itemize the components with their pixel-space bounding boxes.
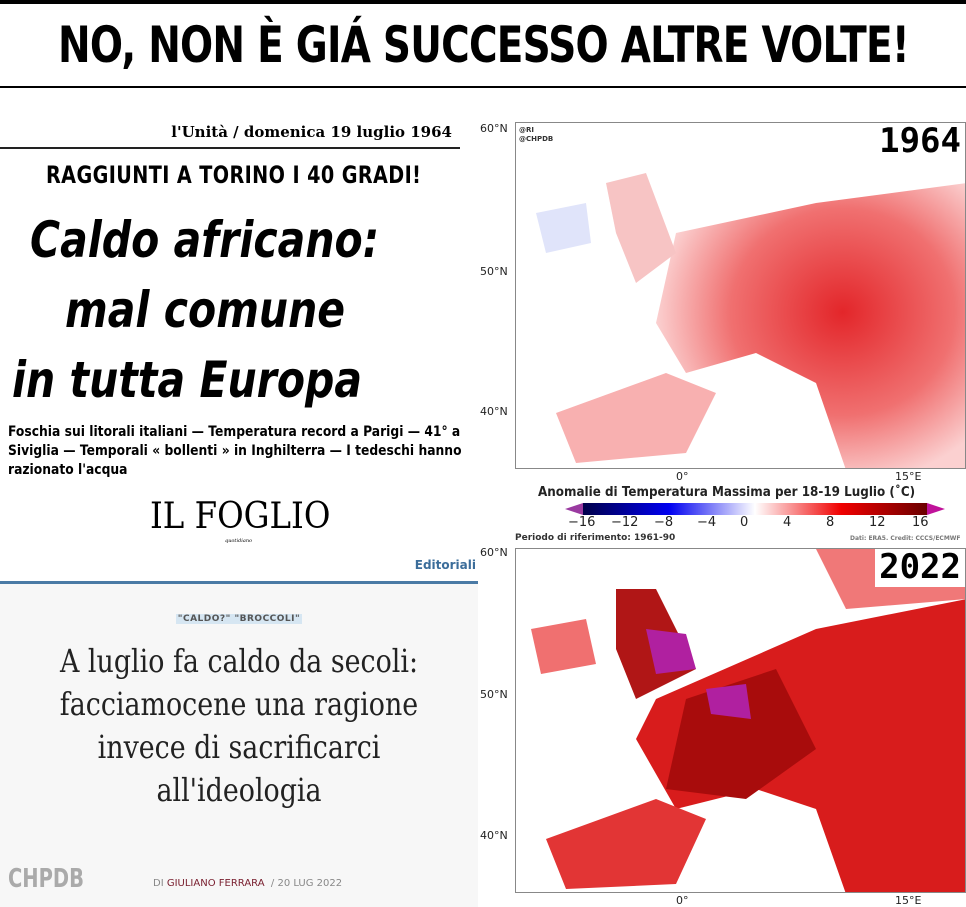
- colorbar-tick: −4: [697, 515, 717, 530]
- colorbar-tick: 0: [740, 515, 749, 530]
- newspaper-clipping-1964: l'Unità / domenica 19 luglio 1964 RAGGIU…: [0, 95, 480, 545]
- iberia-land: [546, 799, 706, 889]
- byline: DI GIULIANO FERRARA / 20 LUG 2022: [153, 878, 343, 889]
- continent-land: [656, 183, 965, 468]
- watermark: CHPDB: [8, 864, 84, 894]
- il-foglio-logo: IL FOGLIO: [150, 496, 331, 537]
- lat-label: 50°N: [480, 688, 508, 701]
- colorbar: [565, 503, 945, 515]
- ireland-land: [531, 619, 596, 674]
- colorbar-min-arrow: [565, 503, 583, 515]
- lon-label: 0°: [676, 470, 689, 483]
- deck: Foschia sui litorali italiani — Temperat…: [8, 424, 462, 478]
- article-tag[interactable]: "CALDO?" "BROCCOLI": [175, 614, 303, 624]
- lon-label: 0°: [676, 894, 689, 907]
- lat-label: 60°N: [480, 122, 508, 135]
- colorbar-tick: −12: [611, 515, 639, 530]
- ireland-land: [536, 203, 591, 253]
- france-land: [666, 669, 816, 799]
- colorbar-tick: −8: [654, 515, 674, 530]
- colorbar-gradient: [583, 503, 927, 515]
- year-label: 2022: [875, 549, 965, 587]
- nav-editoriali[interactable]: Editoriali: [414, 558, 476, 572]
- meme-title: NO, NON È GIÁ SUCCESSO ALTRE VOLTE!: [0, 0, 966, 88]
- lat-label: 50°N: [480, 265, 508, 278]
- article-headline[interactable]: A luglio fa caldo da secoli: facciamocen…: [0, 640, 478, 812]
- year-label: 1964: [875, 123, 965, 161]
- nav-bar: Editoriali: [0, 548, 478, 584]
- foglio-article: Editoriali "CALDO?" "BROCCOLI" A luglio …: [0, 548, 478, 907]
- colorbar-tick: 16: [912, 515, 929, 530]
- logo-subtitle: quotidiano: [225, 538, 253, 544]
- lat-label: 40°N: [480, 405, 508, 418]
- credit: @RI: [519, 126, 534, 134]
- iberia-land: [556, 373, 716, 463]
- colorbar-max-arrow: [927, 503, 945, 515]
- headline-line: all'ideologia: [156, 771, 322, 809]
- headline-line: mal comune: [65, 281, 346, 339]
- colorbar-tick: 4: [783, 515, 792, 530]
- data-source: Dati: ERA5. Credit: CCCS/ECMWF: [850, 535, 961, 542]
- britain-land: [606, 173, 676, 283]
- colorbar-tick: −16: [568, 515, 596, 530]
- lon-label: 15°E: [895, 470, 922, 483]
- headline-line: in tutta Europa: [12, 351, 363, 409]
- credit: @CHPDB: [519, 135, 554, 143]
- map-2022-graphic: [516, 549, 965, 892]
- headline-line: A luglio fa caldo da secoli:: [59, 642, 419, 680]
- masthead: l'Unità / domenica 19 luglio 1964: [171, 123, 452, 141]
- headline-line: facciamocene una ragione: [59, 685, 419, 723]
- divider: [0, 147, 460, 149]
- anomaly-map-2022: 2022: [515, 548, 966, 893]
- author-link[interactable]: GIULIANO FERRARA: [166, 878, 265, 889]
- anomaly-map-1964: @RI @CHPDB 1964: [515, 122, 966, 469]
- map-1964-graphic: [516, 123, 965, 468]
- headline-line: Caldo africano:: [30, 211, 380, 269]
- lat-label: 40°N: [480, 829, 508, 842]
- extreme-area: [706, 684, 751, 719]
- headline-line: invece di sacrificarci: [97, 728, 381, 766]
- lat-label: 60°N: [480, 546, 508, 559]
- colorbar-tick: 12: [869, 515, 886, 530]
- colorbar-tick: 8: [826, 515, 835, 530]
- extreme-area: [646, 629, 696, 674]
- kicker: RAGGIUNTI A TORINO I 40 GRADI!: [46, 161, 422, 189]
- lon-label: 15°E: [895, 894, 922, 907]
- reference-period: Periodo di riferimento: 1961-90: [515, 533, 676, 543]
- colorbar-title: Anomalie di Temperatura Massima per 18-1…: [538, 485, 916, 500]
